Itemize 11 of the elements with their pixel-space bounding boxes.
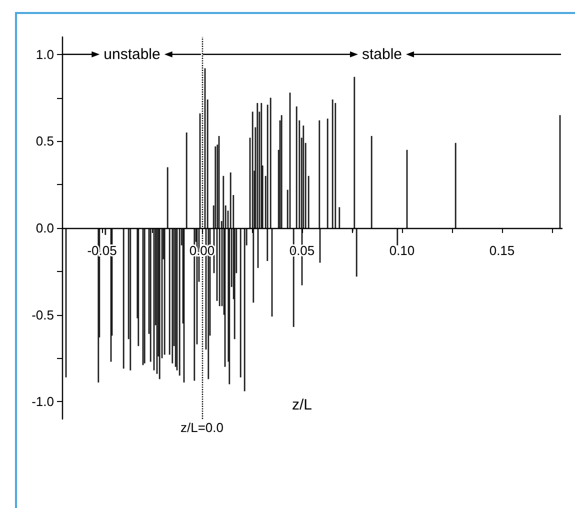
ref-line-label: z/L=0.0 [180,420,224,435]
y-tick-label: 1.0 [36,46,54,62]
annotation: stable [362,46,402,63]
y-tick-label: -0.5 [32,307,54,322]
annotation: unstable [104,46,160,63]
y-tick-label: -1.0 [32,394,54,410]
x-axis-title: z/L [292,396,312,414]
x-tick-label: 0.10 [389,243,415,258]
y-tick-label: 0.5 [36,134,54,149]
y-tick-label: 0.0 [36,220,54,236]
x-tick-label: 0.15 [489,243,515,258]
